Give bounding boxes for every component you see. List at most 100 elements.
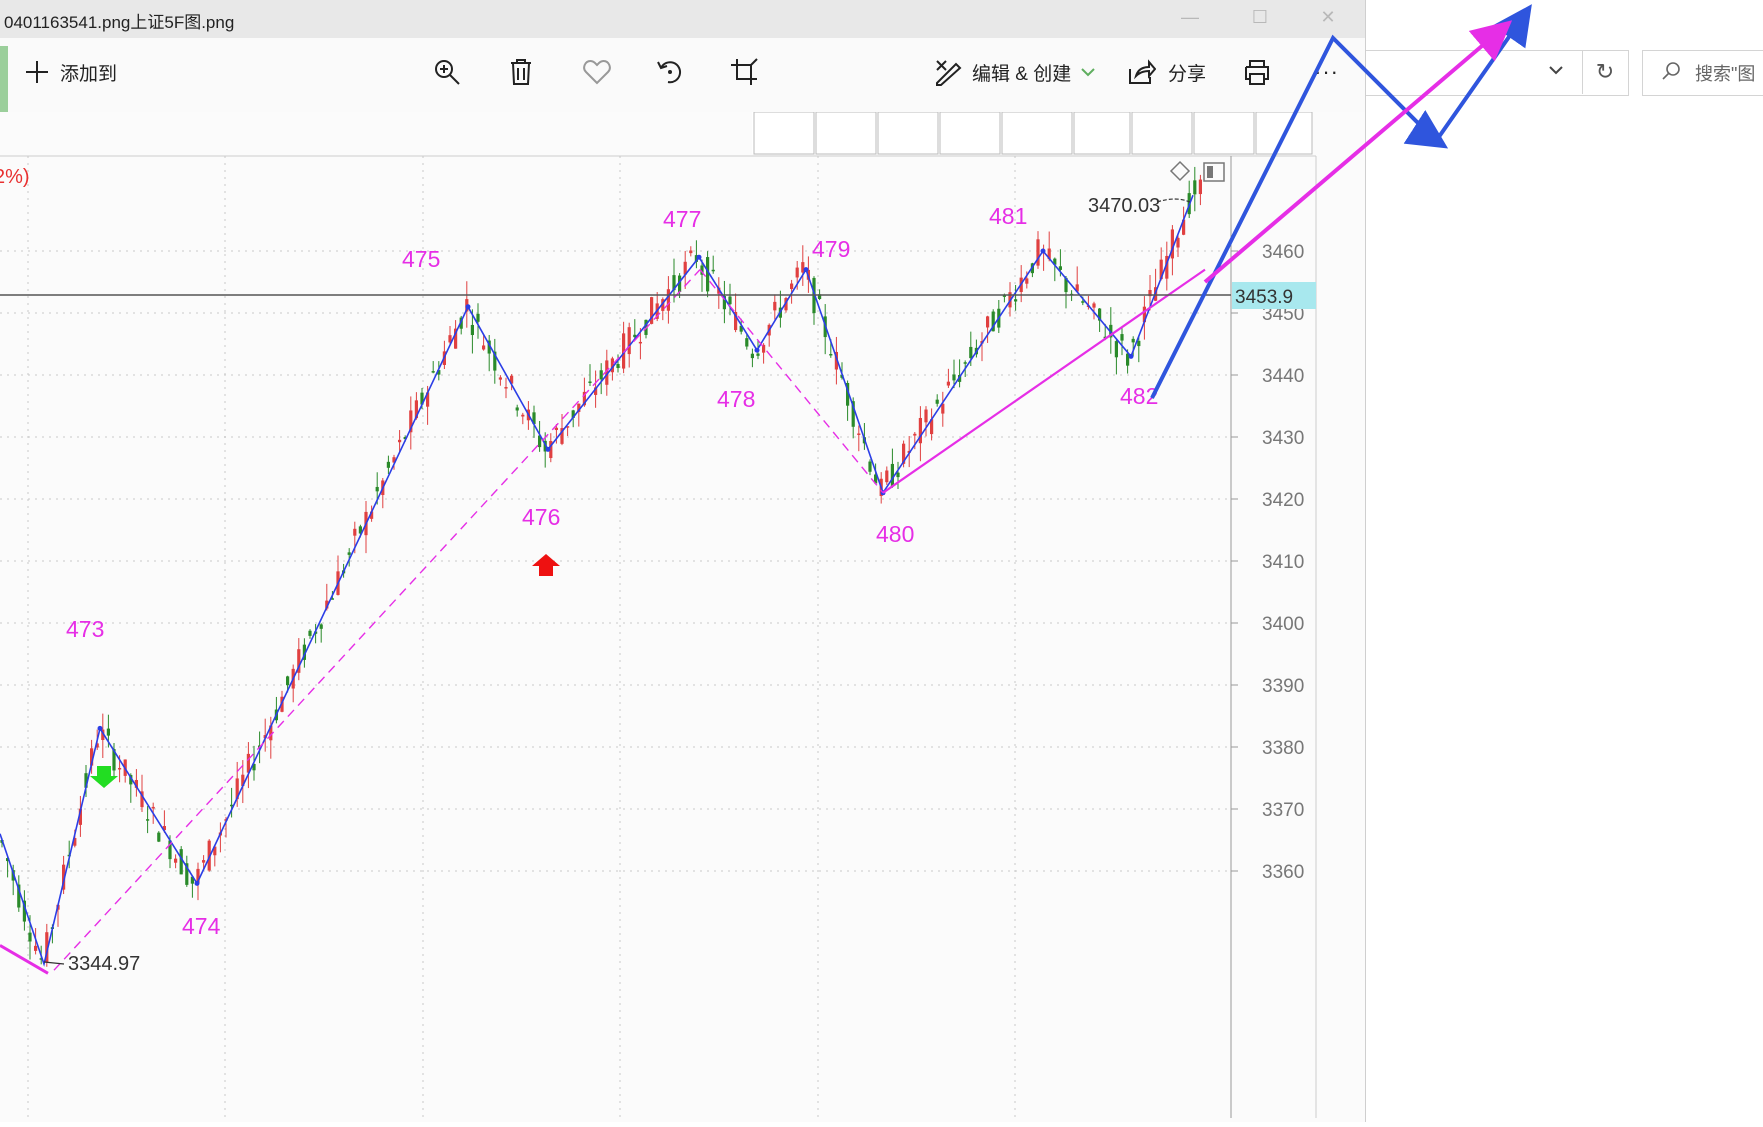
wave-label-476: 476 [522,504,560,530]
candle-body [610,358,614,373]
favorite-button[interactable] [583,52,611,92]
candle-body [790,283,794,290]
zoom-in-button[interactable] [433,52,461,92]
candle-body [470,324,474,336]
more-icon: ··· [1314,59,1339,84]
candle-body [190,876,194,884]
candle-body [689,250,693,254]
print-icon [1243,58,1271,86]
wave-label-477: 477 [663,206,701,232]
wave-label-473: 473 [66,616,104,642]
maximize-icon: ☐ [1251,7,1269,27]
candle-body [750,353,754,359]
candle-body [431,371,435,373]
candle-body [633,334,637,338]
candle-body [795,267,799,278]
close-button[interactable]: ✕ [1296,0,1360,38]
candle-body [448,335,452,343]
candle-body [594,387,598,395]
print-button[interactable] [1243,52,1271,92]
add-to-label: 添加到 [60,63,118,85]
add-to-button[interactable]: 添加到 [24,52,117,92]
candle-body [818,294,822,299]
candle-body [706,257,710,292]
edit-create-button[interactable]: 编辑 & 创建 [934,52,1095,92]
rotate-button[interactable] [656,52,684,92]
minimize-button[interactable]: — [1158,0,1222,38]
candle-body [213,846,217,856]
candle-body [672,275,676,291]
candle-body [1064,277,1068,293]
candle-body [146,819,150,821]
candle-body [308,630,312,636]
more-button[interactable]: ··· [1314,52,1339,92]
candle-body [426,392,430,407]
candle-body [1142,306,1146,323]
search-input[interactable]: 搜索"图 [1642,50,1763,96]
explorer-top-strip [1366,0,1763,44]
candle-body [510,375,514,384]
candle-body [106,728,110,736]
crop-button[interactable] [730,52,758,92]
candle-body [532,412,536,425]
share-button[interactable]: 分享 [1128,52,1206,92]
candle-body [1098,308,1102,321]
candle-body [185,863,189,885]
candle-body [896,472,900,478]
candle-body [129,774,133,785]
candle-body [616,364,620,369]
candle-body [1131,338,1135,343]
delete-button[interactable] [509,52,533,92]
candle-body [22,900,26,922]
candle-body [375,486,379,492]
candle-body [700,265,704,275]
y-tick-label: 3390 [1262,676,1304,697]
wave-pivot [97,725,103,731]
candle-body [638,341,642,344]
y-tick-label: 3460 [1262,242,1304,263]
candle-body [168,840,172,860]
wave-label-479: 479 [812,236,850,262]
plus-icon [24,59,50,85]
wave-pivot [1128,353,1134,359]
candle-body [588,381,592,383]
candle-body [62,864,66,890]
wave-pivot [696,254,702,260]
trend-dashed-line [53,269,701,971]
candle-body [297,649,301,673]
candle-body [566,426,570,428]
address-dropdown-button[interactable] [1546,60,1566,80]
candle-body [1014,299,1018,302]
candle-body [414,400,418,419]
candle-body [627,327,631,355]
candle-body [398,439,402,443]
candle-body [302,644,306,660]
candle-body [319,624,323,629]
candle-body [39,958,43,960]
candle-body [403,437,407,440]
wave-pivot [465,304,471,310]
candle-body [73,838,77,846]
candle-body [409,410,413,433]
candle-body [661,299,665,311]
candle-body [454,328,458,349]
candle-body [515,407,519,411]
minimize-icon: — [1181,7,1199,27]
y-tick-label: 3410 [1262,552,1304,573]
high-marker-label: 3470.03 [1088,195,1160,217]
wave-label-481: 481 [989,203,1027,229]
refresh-button[interactable]: ↻ [1582,50,1627,94]
candle-body [885,470,889,483]
candle-body [252,763,256,771]
candle-body [834,351,838,370]
selection-accent [0,46,8,112]
candle-body [605,360,609,385]
candle-body [963,362,967,364]
candle-body [118,767,122,770]
candle-body [353,528,357,536]
candle-body [174,858,178,863]
candle-body [890,463,894,487]
candle-body [269,725,273,741]
maximize-button[interactable]: ☐ [1228,0,1292,38]
candle-body [1075,284,1079,292]
